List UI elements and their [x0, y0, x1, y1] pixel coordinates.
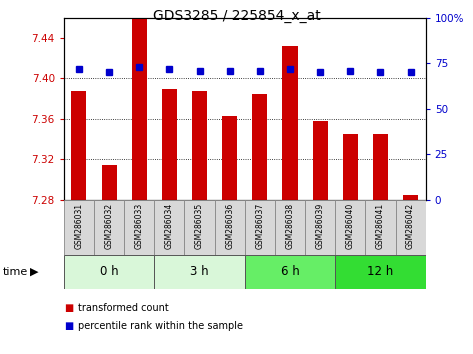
Bar [215, 200, 245, 255]
Bar [131, 10, 147, 200]
Bar [403, 195, 418, 200]
Bar [395, 200, 426, 255]
Bar [222, 116, 237, 200]
Bar [335, 200, 365, 255]
Bar [162, 88, 177, 200]
Text: GSM286041: GSM286041 [376, 203, 385, 250]
Bar [192, 91, 207, 200]
Bar [154, 255, 245, 289]
Text: GSM286037: GSM286037 [255, 203, 264, 250]
Text: 3 h: 3 h [190, 265, 209, 278]
Bar [102, 165, 117, 200]
Text: GSM286034: GSM286034 [165, 203, 174, 250]
Text: time: time [2, 267, 27, 277]
Bar [184, 200, 215, 255]
Text: 6 h: 6 h [280, 265, 299, 278]
Bar [245, 200, 275, 255]
Text: GSM286038: GSM286038 [286, 203, 295, 250]
Text: ■: ■ [64, 321, 73, 331]
Bar [365, 200, 395, 255]
Text: GDS3285 / 225854_x_at: GDS3285 / 225854_x_at [153, 9, 320, 23]
Text: GSM286042: GSM286042 [406, 203, 415, 250]
Bar [245, 255, 335, 289]
Bar [252, 94, 267, 200]
Bar [71, 91, 87, 200]
Text: GSM286040: GSM286040 [346, 203, 355, 250]
Text: GSM286039: GSM286039 [315, 203, 324, 250]
Bar [64, 200, 94, 255]
Text: GSM286036: GSM286036 [225, 203, 234, 250]
Text: GSM286032: GSM286032 [105, 203, 114, 250]
Bar [313, 121, 328, 200]
Bar [124, 200, 154, 255]
Text: 12 h: 12 h [368, 265, 394, 278]
Text: 0 h: 0 h [100, 265, 118, 278]
Bar [94, 200, 124, 255]
Bar [373, 134, 388, 200]
Text: transformed count: transformed count [78, 303, 169, 313]
Bar [343, 134, 358, 200]
Bar [282, 46, 298, 200]
Bar [154, 200, 184, 255]
Bar [335, 255, 426, 289]
Text: GSM286033: GSM286033 [135, 203, 144, 250]
Bar [64, 255, 154, 289]
Text: ■: ■ [64, 303, 73, 313]
Bar [305, 200, 335, 255]
Text: GSM286031: GSM286031 [74, 203, 83, 250]
Text: percentile rank within the sample: percentile rank within the sample [78, 321, 243, 331]
Bar [275, 200, 305, 255]
Text: ▶: ▶ [30, 267, 38, 277]
Text: GSM286035: GSM286035 [195, 203, 204, 250]
